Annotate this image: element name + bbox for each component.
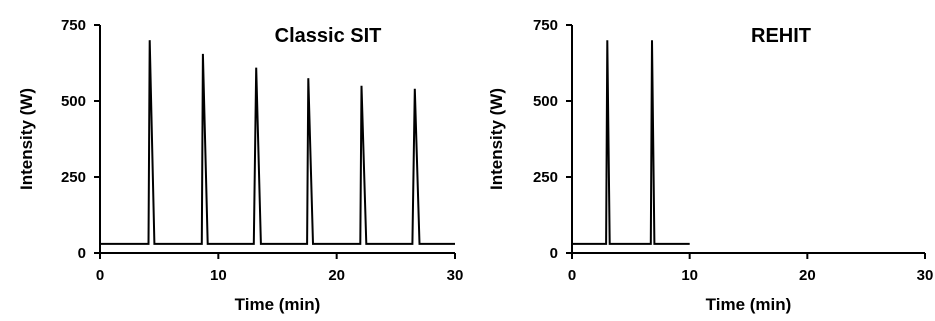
series-line (100, 40, 455, 245)
chart-title: REHIT (751, 25, 811, 47)
x-tick-label: 10 (681, 267, 698, 284)
y-tick-label: 750 (61, 17, 86, 34)
x-tick-label: 20 (799, 267, 816, 284)
y-tick-label: 250 (533, 169, 558, 186)
x-tick-label: 10 (210, 267, 227, 284)
y-tick-label: 250 (61, 169, 86, 186)
y-axis-label: Intensity (W) (17, 88, 36, 190)
chart-title: Classic SIT (275, 25, 382, 47)
x-tick-label: 0 (568, 267, 576, 284)
y-axis-label: Intensity (W) (487, 88, 506, 190)
x-axis-label: Time (min) (706, 295, 792, 314)
y-tick-label: 0 (78, 245, 86, 262)
series-line (572, 40, 690, 245)
x-tick-label: 0 (96, 267, 104, 284)
y-tick-label: 500 (61, 93, 86, 110)
y-tick-label: 750 (533, 17, 558, 34)
x-axis-label: Time (min) (235, 295, 321, 314)
y-tick-label: 0 (550, 245, 558, 262)
y-tick-label: 500 (533, 93, 558, 110)
x-tick-label: 20 (328, 267, 345, 284)
x-tick-label: 30 (917, 267, 934, 284)
x-tick-label: 30 (447, 267, 464, 284)
